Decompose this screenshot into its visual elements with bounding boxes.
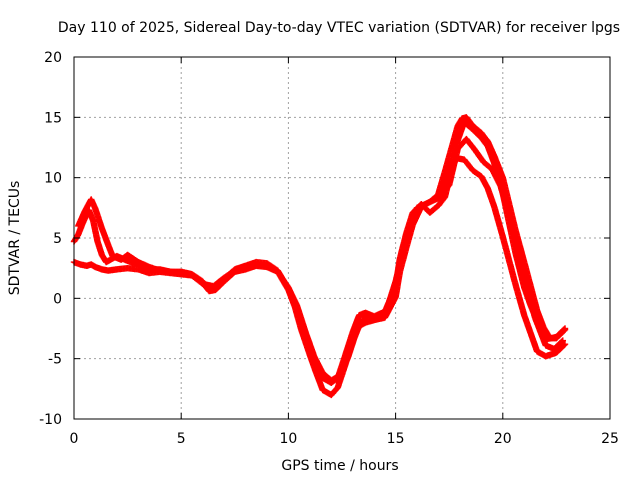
y-tick-label: 5 bbox=[53, 231, 62, 247]
x-tick-label: 10 bbox=[279, 431, 297, 447]
y-tick-label: 20 bbox=[44, 50, 62, 66]
data-series bbox=[75, 135, 566, 384]
x-tick-label: 25 bbox=[601, 431, 619, 447]
y-tick-label: 10 bbox=[44, 171, 62, 187]
y-tick-label: 0 bbox=[53, 291, 62, 307]
data-point bbox=[561, 326, 569, 333]
x-tick-label: 20 bbox=[494, 431, 512, 447]
data-marker bbox=[561, 327, 568, 334]
y-tick-label: -10 bbox=[39, 412, 62, 428]
series-layer bbox=[70, 114, 569, 399]
x-tick-label: 5 bbox=[177, 431, 186, 447]
y-tick-label: 15 bbox=[44, 110, 62, 126]
data-point bbox=[559, 337, 566, 344]
x-tick-label: 0 bbox=[70, 431, 79, 447]
x-tick-label: 15 bbox=[387, 431, 405, 447]
y-axis-title: SDTVAR / TECUs bbox=[7, 181, 23, 296]
x-axis-title: GPS time / hours bbox=[281, 458, 398, 474]
axes-layer: 0 5 10 15 20 25 -10 -5 0 5 10 15 20 bbox=[39, 50, 619, 447]
data-series bbox=[435, 114, 569, 342]
y-tick-label: -5 bbox=[48, 352, 62, 368]
chart-title: Day 110 of 2025, Sidereal Day-to-day VTE… bbox=[58, 20, 620, 36]
